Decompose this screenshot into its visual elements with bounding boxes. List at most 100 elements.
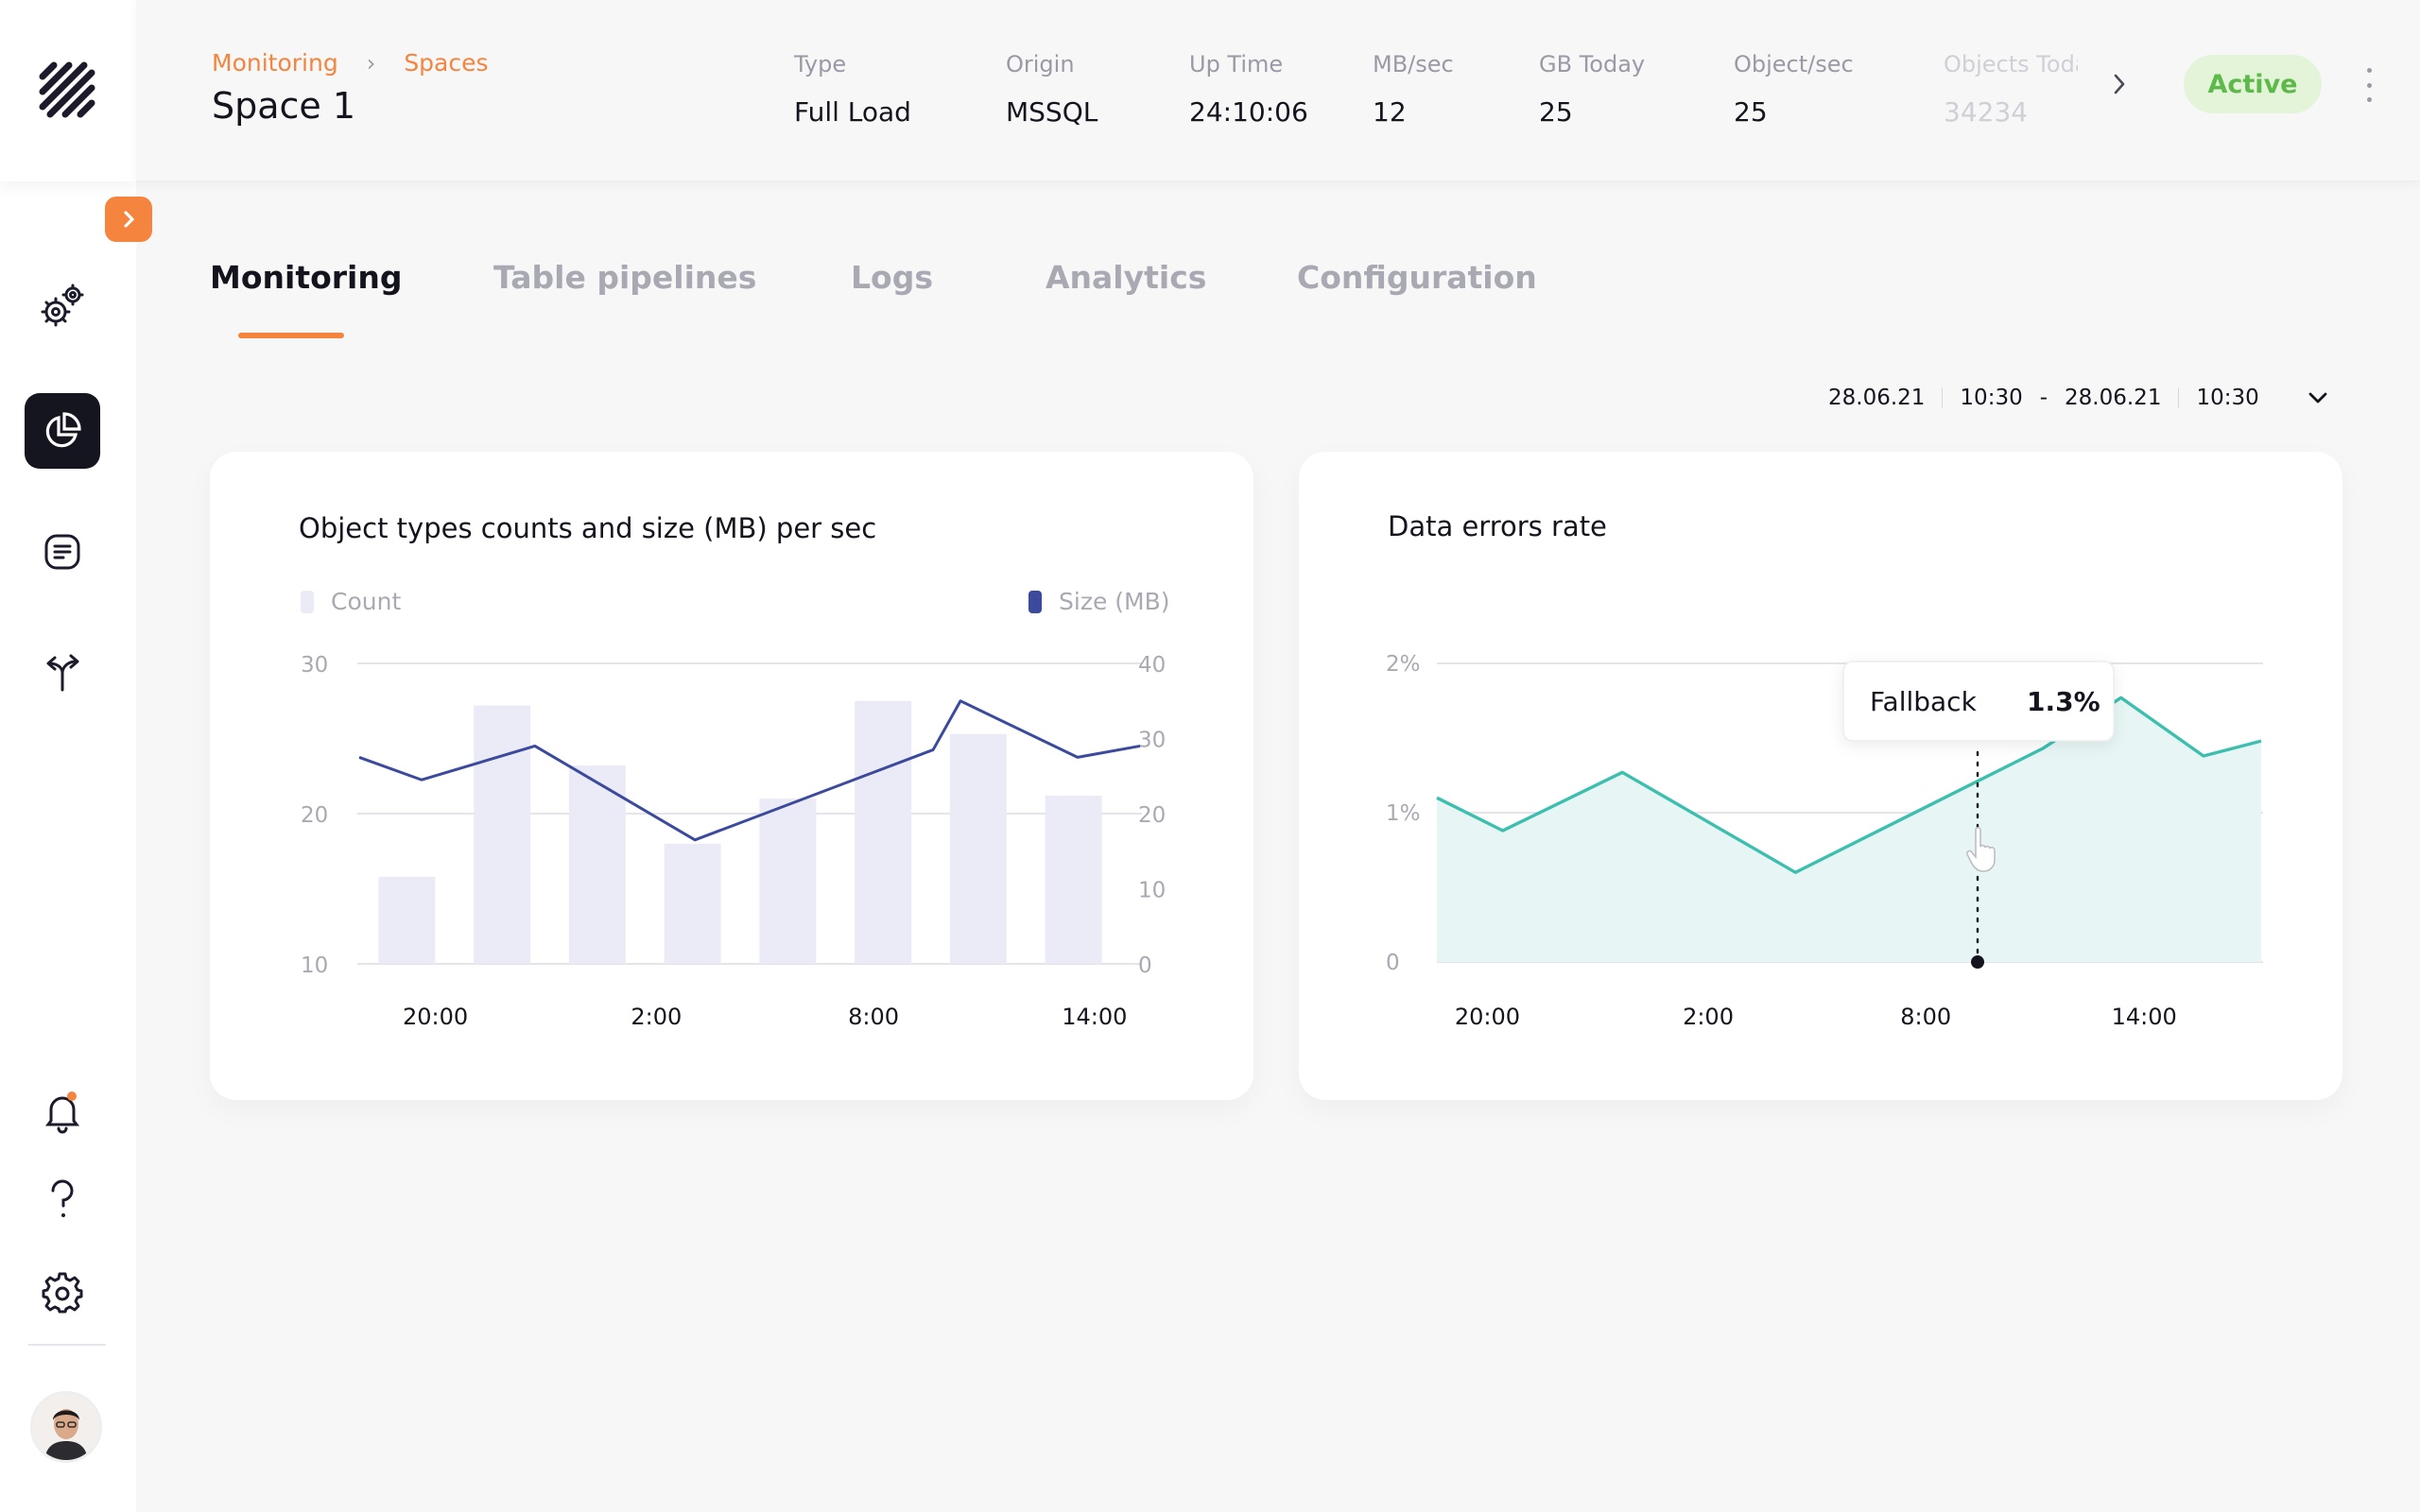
date-divider: [2178, 387, 2180, 408]
sidebar-expand-button[interactable]: [105, 197, 152, 242]
count-bar: [664, 843, 721, 964]
settings-button[interactable]: [25, 1255, 100, 1331]
hover-point: [1971, 955, 1984, 969]
settings-icon: [41, 284, 84, 327]
pie-chart-icon: [45, 412, 81, 448]
y-axis-right-tick: 10: [1138, 879, 1166, 903]
metric-value: 24:10:06: [1189, 96, 1308, 128]
y-axis-right-tick: 20: [1138, 803, 1166, 828]
count-bar: [949, 733, 1007, 964]
tab-analytics[interactable]: Analytics: [1046, 259, 1207, 296]
x-axis-tick: 2:00: [1683, 1004, 1734, 1030]
sidebar-divider: [28, 1344, 106, 1346]
pointer-cursor-icon: [1966, 826, 1996, 872]
avatar[interactable]: [30, 1391, 102, 1463]
y-axis-tick: 0: [1386, 951, 1400, 975]
metric-origin: Origin MSSQL: [1006, 51, 1098, 128]
breadcrumb-spaces[interactable]: Spaces: [404, 49, 489, 77]
legend-swatch: [301, 590, 314, 613]
y-axis-left-tick: 10: [301, 954, 328, 978]
y-axis-right-tick: 40: [1138, 653, 1166, 678]
tab-table-pipelines[interactable]: Table pipelines: [493, 259, 757, 296]
header: Monitoring › Spaces Space 1 Type Full Lo…: [136, 0, 2420, 181]
y-axis-tick: 2%: [1386, 652, 1421, 677]
time-from: 10:30: [1960, 386, 2023, 410]
data-errors-chart-card: Data errors rate 2% 1% 0 Fallback 1.3% 20:00 2…: [1299, 452, 2342, 1100]
sidebar-item-analytics[interactable]: [25, 393, 100, 469]
date-from: 28.06.21: [1828, 386, 1926, 410]
x-axis-tick: 2:00: [631, 1004, 682, 1030]
y-axis-right-tick: 30: [1138, 729, 1166, 753]
more-options-icon[interactable]: [2360, 68, 2378, 102]
metric-mb-sec: MB/sec 12: [1373, 51, 1454, 128]
breadcrumb: Monitoring › Spaces: [212, 49, 489, 77]
chevron-right-icon: [124, 211, 134, 228]
metric-objects-today: Objects Today 34234: [1944, 51, 2078, 128]
help-button[interactable]: [25, 1162, 100, 1238]
metric-label: Objects Today: [1944, 51, 2078, 77]
y-axis-right-tick: 0: [1138, 954, 1152, 978]
help-icon: [51, 1179, 74, 1217]
metric-label: Up Time: [1189, 51, 1284, 77]
chevron-right-icon: [2114, 74, 2125, 94]
legend-count[interactable]: Count: [301, 588, 401, 615]
status-badge: Active: [2184, 55, 2322, 113]
count-bar: [378, 876, 436, 964]
count-bar: [759, 799, 817, 964]
user-avatar-image: [33, 1394, 99, 1460]
metric-type: Type Full Load: [794, 51, 911, 128]
tab-monitoring[interactable]: Monitoring: [210, 259, 403, 296]
x-axis-tick: 14:00: [1062, 1004, 1127, 1030]
tab-configuration[interactable]: Configuration: [1297, 259, 1537, 296]
metric-value: 25: [1539, 96, 1573, 128]
metric-value: Full Load: [794, 96, 911, 128]
legend-label: Count: [331, 588, 402, 615]
metric-label: Type: [794, 51, 847, 77]
range-separator: -: [2039, 386, 2048, 410]
legend-size[interactable]: Size (MB): [1028, 588, 1170, 615]
y-axis-left-tick: 20: [301, 803, 328, 828]
chart-title: Object types counts and size (MB) per se…: [299, 512, 877, 544]
metric-object-sec: Object/sec 25: [1734, 51, 1854, 128]
notifications-button[interactable]: [25, 1074, 100, 1149]
sidebar-item-logs[interactable]: [25, 514, 100, 590]
page-title: Space 1: [212, 85, 356, 127]
tooltip: [1842, 661, 2115, 742]
data-errors-chart: 2% 1% 0 Fallback 1.3% 20:00 2:00 8:00 14:00: [1386, 652, 2263, 1030]
metric-value: 34234: [1944, 96, 2029, 128]
time-to: 10:30: [2196, 386, 2259, 410]
count-bar: [568, 765, 626, 964]
logo: [0, 0, 136, 181]
metric-label: Object/sec: [1734, 51, 1854, 77]
date-to: 28.06.21: [2065, 386, 2162, 410]
metric-value: 12: [1373, 96, 1407, 128]
x-axis-tick: 8:00: [848, 1004, 899, 1030]
errors-area: [1437, 697, 2261, 962]
x-axis-tick: 20:00: [1455, 1004, 1520, 1030]
active-tab-indicator: [238, 333, 344, 338]
sidebar-item-settings[interactable]: [25, 268, 100, 344]
gear-icon: [42, 1272, 83, 1314]
metric-uptime: Up Time 24:10:06: [1189, 51, 1308, 128]
notification-bell-icon: [45, 1091, 79, 1134]
chart-title: Data errors rate: [1388, 510, 1607, 542]
date-range-picker[interactable]: 28.06.21 10:30 - 28.06.21 10:30: [1828, 386, 2329, 410]
legend-swatch: [1028, 590, 1042, 613]
tooltip-value: 1.3%: [2027, 686, 2100, 717]
sidebar-item-pipelines[interactable]: [25, 635, 100, 711]
metric-label: MB/sec: [1373, 51, 1454, 77]
tab-logs[interactable]: Logs: [851, 259, 933, 296]
metrics-scroll-button[interactable]: [2112, 72, 2127, 100]
document-list-icon: [44, 534, 80, 570]
logo-icon: [39, 61, 95, 118]
count-bar: [855, 700, 912, 964]
metric-label: GB Today: [1539, 51, 1646, 77]
breadcrumb-monitoring[interactable]: Monitoring: [212, 49, 338, 77]
count-bar: [474, 705, 531, 964]
count-bar: [1045, 795, 1102, 964]
chevron-down-icon[interactable]: [2307, 390, 2329, 405]
metric-label: Origin: [1006, 51, 1075, 77]
tooltip-label: Fallback: [1870, 686, 1978, 717]
legend-label: Size (MB): [1059, 588, 1170, 615]
metric-value: MSSQL: [1006, 96, 1098, 128]
